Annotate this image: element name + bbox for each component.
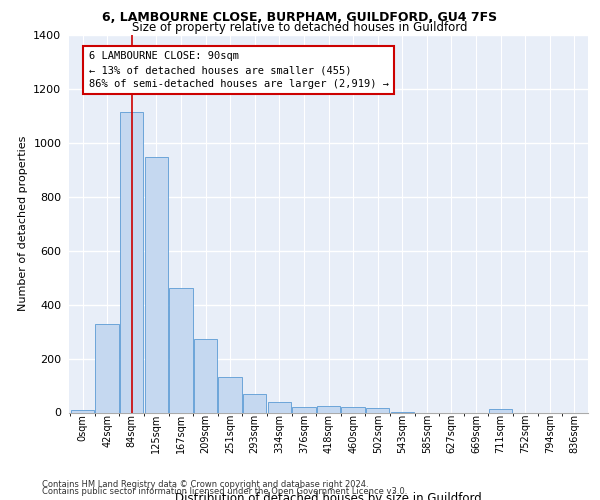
Bar bbox=[243, 394, 266, 412]
Y-axis label: Number of detached properties: Number of detached properties bbox=[17, 136, 28, 312]
Text: Contains HM Land Registry data © Crown copyright and database right 2024.: Contains HM Land Registry data © Crown c… bbox=[42, 480, 368, 489]
Bar bbox=[169, 288, 193, 412]
Bar bbox=[120, 112, 143, 412]
Text: 6, LAMBOURNE CLOSE, BURPHAM, GUILDFORD, GU4 7FS: 6, LAMBOURNE CLOSE, BURPHAM, GUILDFORD, … bbox=[103, 11, 497, 24]
X-axis label: Distribution of detached houses by size in Guildford: Distribution of detached houses by size … bbox=[175, 492, 482, 500]
Text: 6 LAMBOURNE CLOSE: 90sqm
← 13% of detached houses are smaller (455)
86% of semi-: 6 LAMBOURNE CLOSE: 90sqm ← 13% of detach… bbox=[89, 51, 389, 89]
Bar bbox=[218, 378, 242, 412]
Bar bbox=[268, 402, 291, 412]
Bar bbox=[95, 324, 119, 412]
Bar bbox=[194, 338, 217, 412]
Bar bbox=[341, 406, 365, 412]
Bar bbox=[71, 410, 94, 412]
Bar bbox=[366, 408, 389, 412]
Bar bbox=[489, 410, 512, 412]
Bar bbox=[317, 406, 340, 412]
Text: Size of property relative to detached houses in Guildford: Size of property relative to detached ho… bbox=[132, 21, 468, 34]
Bar bbox=[145, 157, 168, 412]
Bar bbox=[292, 406, 316, 412]
Text: Contains public sector information licensed under the Open Government Licence v3: Contains public sector information licen… bbox=[42, 487, 407, 496]
